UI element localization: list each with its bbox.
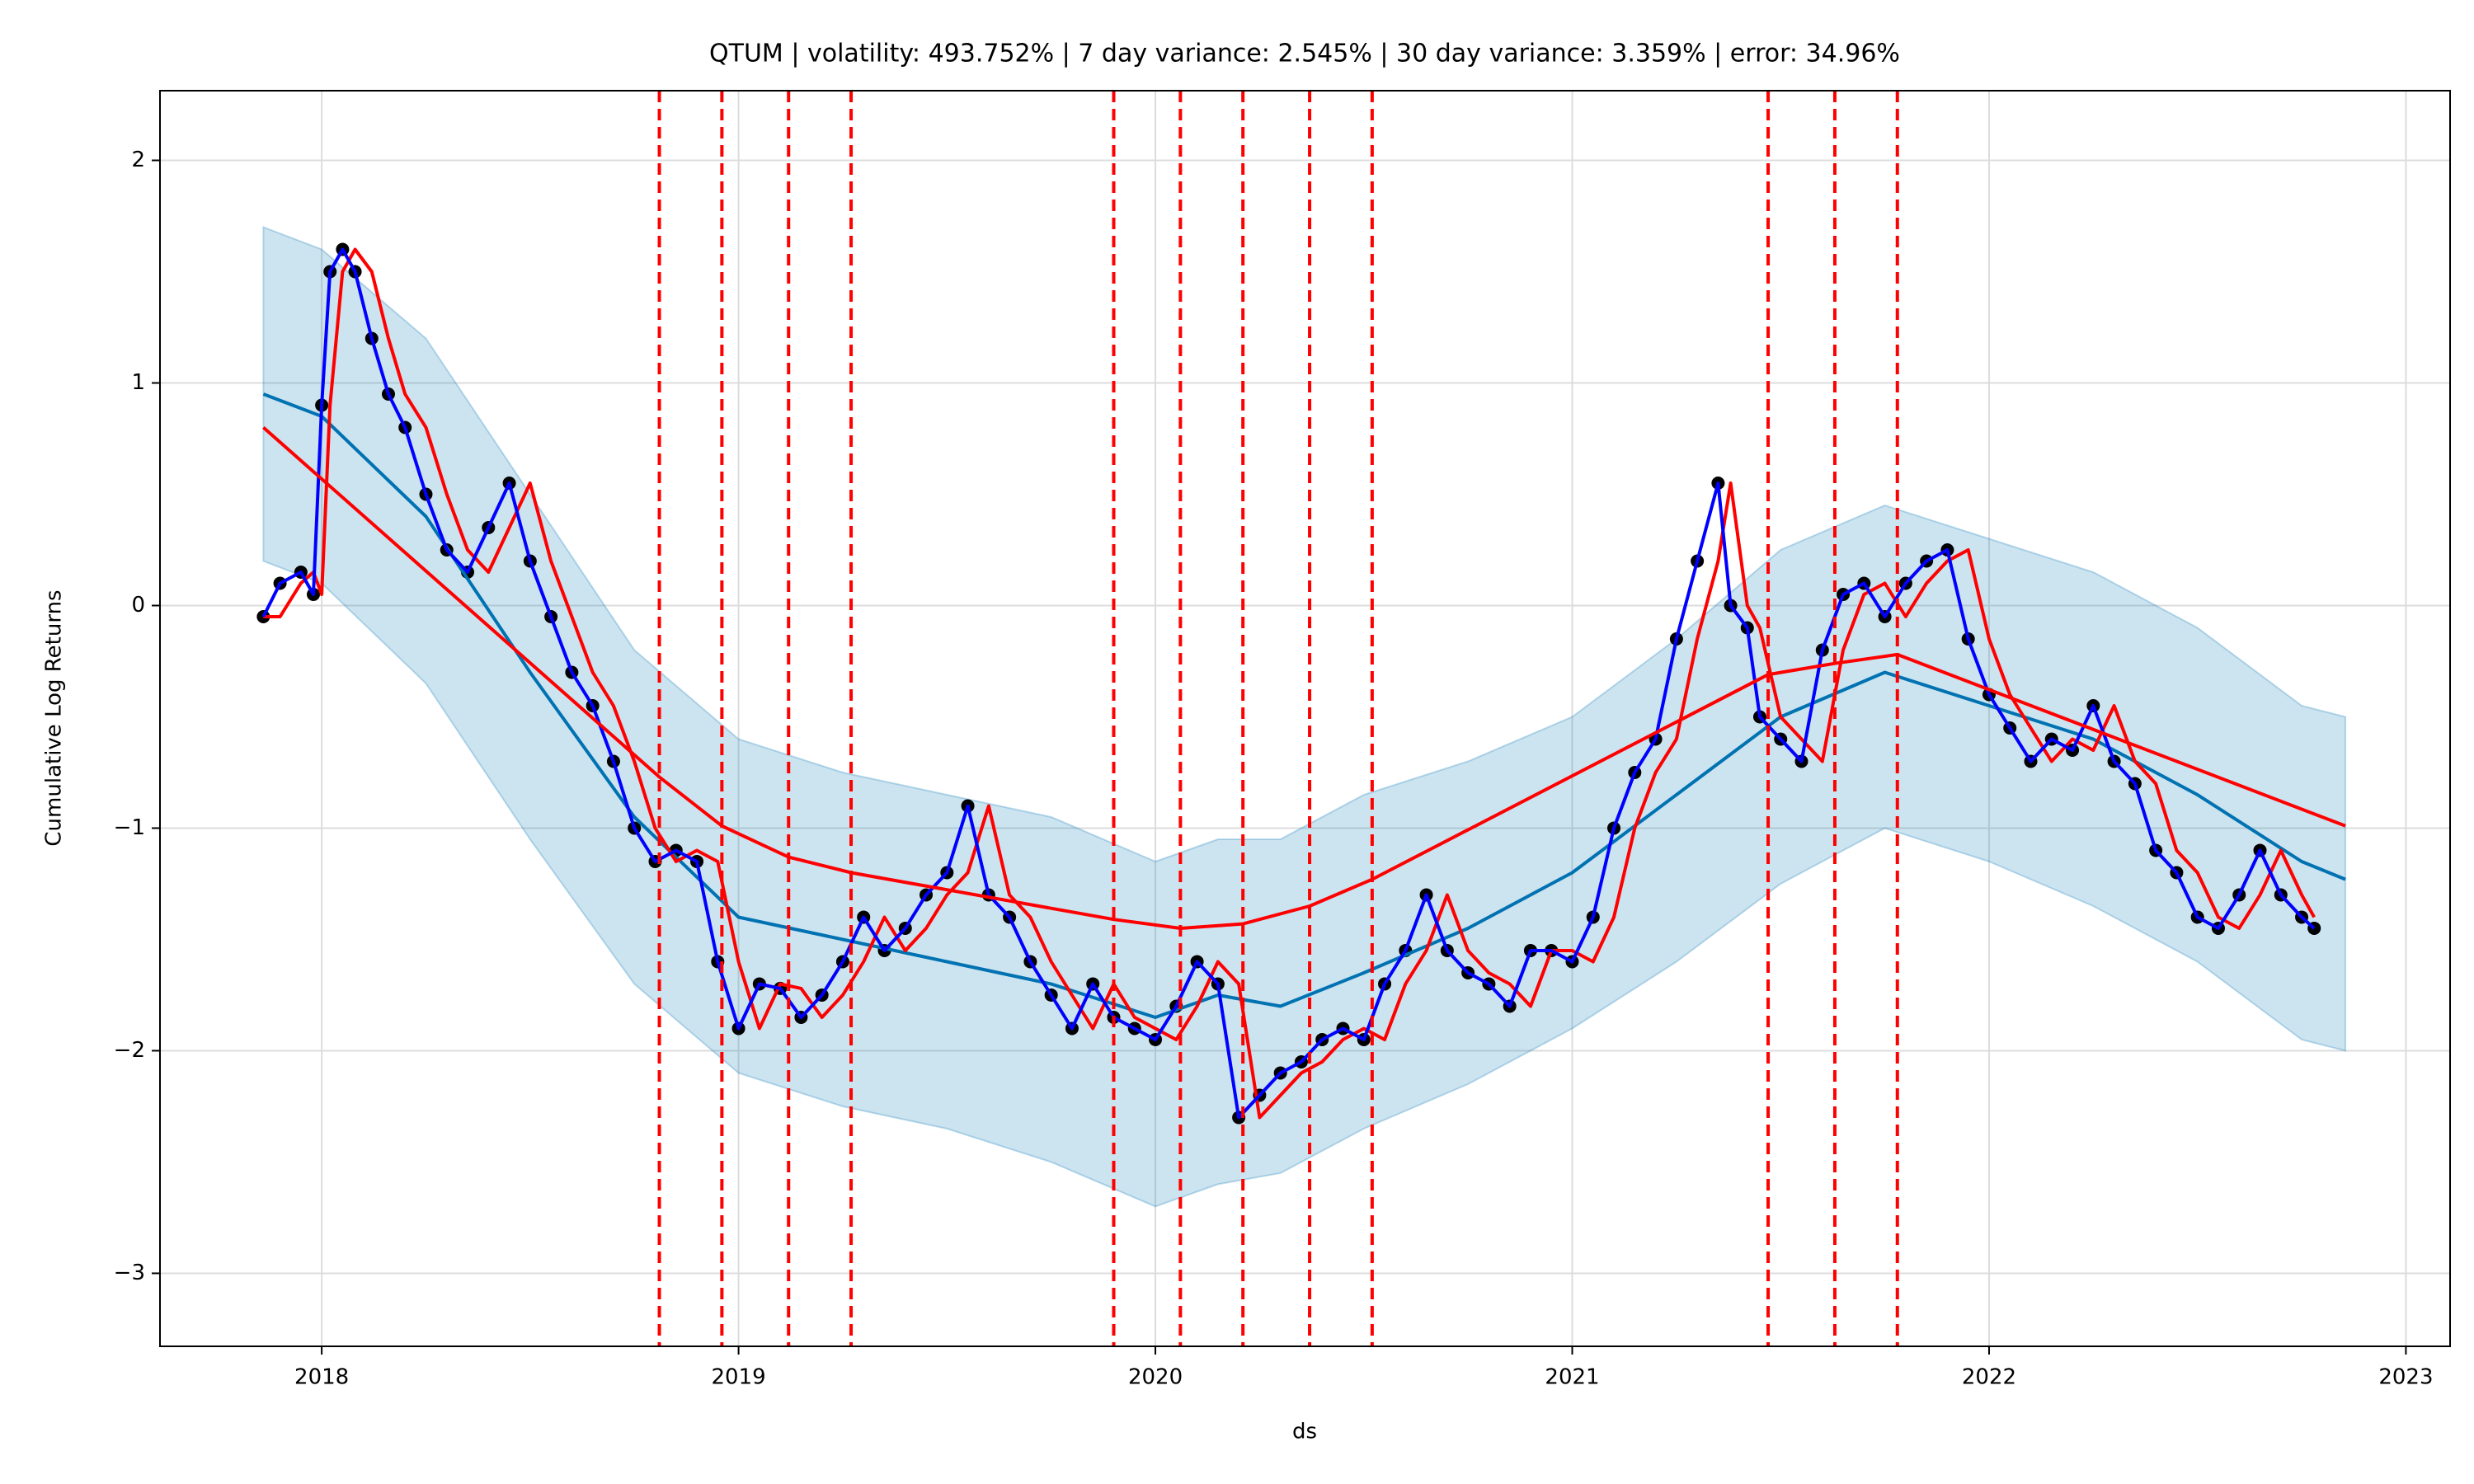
trend-line [262,426,2346,930]
x-tick-label: 2023 [2378,1365,2433,1390]
chart-title: QTUM | volatility: 493.752% | 7 day vari… [709,40,1900,68]
y-tick-label: −2 [114,1038,145,1063]
uncertainty-band [262,226,2347,1208]
y-tick-label: −1 [114,815,145,840]
x-tick-label: 2020 [1128,1365,1183,1390]
y-axis-label: Cumulative Log Returns [42,589,67,846]
x-tick-label: 2021 [1545,1365,1599,1390]
smooth-line [263,247,2316,1120]
x-tick-label: 2018 [294,1365,349,1390]
y-tick-label: 2 [131,148,145,172]
y-tick-label: 1 [131,370,145,395]
y-tick-label: 0 [131,593,145,618]
x-tick-label: 2019 [711,1365,765,1390]
plot-frame [159,90,2451,1347]
x-axis-label: ds [1292,1420,1317,1444]
x-tick-label: 2022 [1962,1365,2016,1390]
y-tick-label: −3 [114,1261,145,1285]
smooth-line [261,247,2316,1120]
